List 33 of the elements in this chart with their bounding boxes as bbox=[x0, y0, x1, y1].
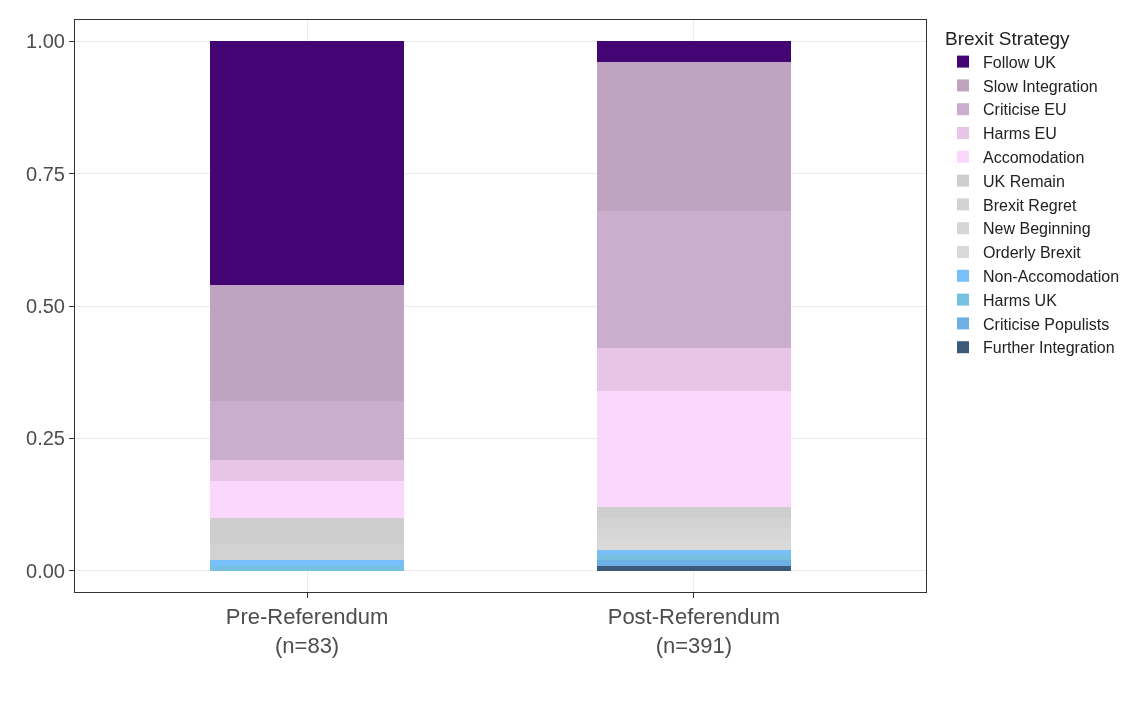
bar bbox=[210, 480, 404, 518]
legend-label: New Beginning bbox=[983, 220, 1091, 238]
bar bbox=[597, 348, 791, 391]
legend-title: Brexit Strategy bbox=[945, 27, 1071, 49]
bar bbox=[210, 565, 404, 571]
legend-label: Accomodation bbox=[983, 149, 1085, 167]
y-tick-label: 0.75 bbox=[26, 162, 65, 185]
y-tick-label: 0.25 bbox=[26, 427, 65, 450]
y-tick-label: 0.50 bbox=[26, 295, 65, 317]
bar bbox=[597, 41, 791, 63]
legend-label: Non-Accomodation bbox=[983, 268, 1120, 286]
legend-label: Criticise EU bbox=[983, 101, 1067, 119]
legend-label: Criticise Populists bbox=[983, 315, 1110, 333]
bar bbox=[597, 390, 791, 508]
bar bbox=[597, 560, 791, 566]
y-tick-label: 0.00 bbox=[26, 559, 65, 582]
legend-label: Slow Integration bbox=[983, 77, 1098, 95]
x-tick-label: Post-Referendum (n=391) bbox=[607, 604, 781, 658]
legend-label: Harms EU bbox=[983, 125, 1057, 143]
legend-label: Orderly Brexit bbox=[983, 244, 1082, 262]
x-tick-label: Pre-Referendum (n=83) bbox=[225, 604, 389, 658]
legend-label: Harms UK bbox=[983, 291, 1058, 309]
bar bbox=[210, 41, 404, 285]
y-tick-label: 1.00 bbox=[26, 30, 65, 53]
bar bbox=[210, 459, 404, 481]
legend-label: UK Remain bbox=[983, 172, 1065, 190]
legend-label: Follow UK bbox=[983, 53, 1057, 71]
bar bbox=[597, 565, 791, 571]
legend-label: Brexit Regret bbox=[983, 196, 1077, 214]
bar bbox=[210, 560, 404, 566]
bar bbox=[597, 554, 791, 561]
legend-label: Further Integration bbox=[983, 339, 1115, 357]
bar bbox=[597, 549, 791, 555]
